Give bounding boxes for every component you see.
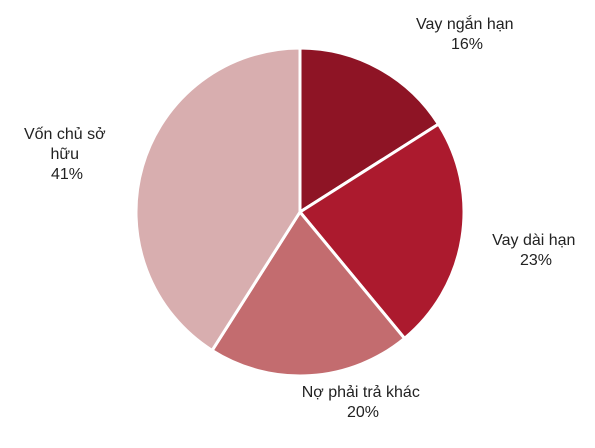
pie-slice-2 [298, 122, 466, 340]
data-label-slice-3-line-2: 20% [347, 404, 379, 421]
data-label-slice-2: Vay dài hạn 23% [492, 232, 580, 269]
data-label-slice-1-value: 16% [451, 36, 483, 53]
data-label-slice-4-value: 41% [51, 166, 83, 183]
pie-slice-4 [134, 46, 302, 352]
data-label-slice-2-line-1: Vay dài hạn [492, 232, 575, 249]
data-label-slice-3: Nợ phải trả khác 20% [302, 384, 425, 421]
pie-slices [134, 46, 466, 378]
data-label-slice-4-line-2: hữu [51, 146, 80, 163]
data-label-slice-1: Vay ngắn hạn 16% [416, 14, 518, 53]
pie-data-labels: Vay ngắn hạn 16% Vay dài hạn 23% Nợ phải… [24, 14, 580, 421]
data-label-slice-4-line-1: Vốn chủ sở [24, 126, 106, 143]
data-label-slice-1-line-1: Vay ngắn hạn [416, 14, 514, 33]
data-label-slice-2-value: 23% [520, 252, 552, 269]
pie-slice-3 [210, 210, 407, 378]
data-label-slice-4: Vốn chủ sở hữu 41% [24, 126, 110, 183]
data-label-slice-3-line-1: Nợ phải trả khác [302, 384, 420, 401]
pie-slice-1 [298, 46, 440, 214]
